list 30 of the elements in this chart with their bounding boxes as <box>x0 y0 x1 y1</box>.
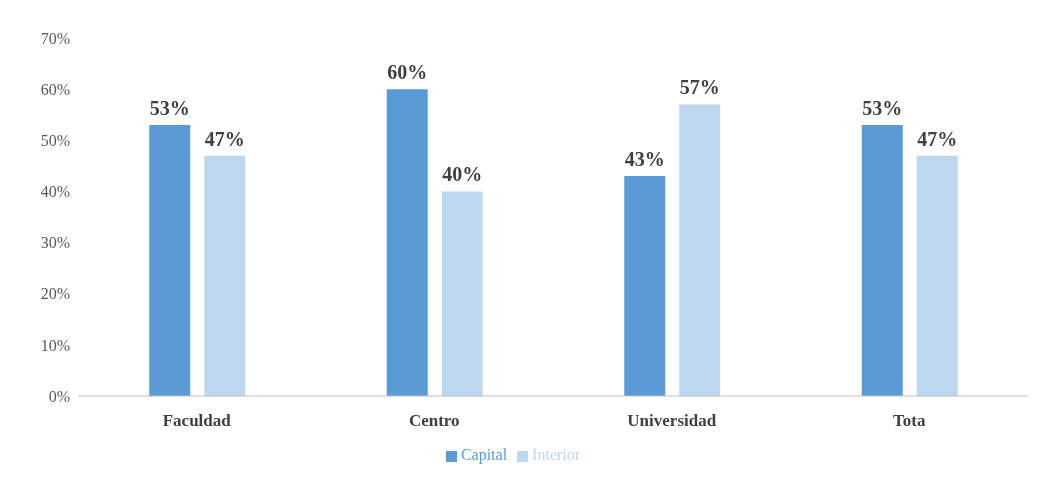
bar <box>441 191 483 396</box>
data-label: 57% <box>679 76 720 99</box>
x-tick-label: Universidad <box>627 411 717 431</box>
data-label: 60% <box>387 61 428 84</box>
y-tick-label: 70% <box>40 29 70 47</box>
bar <box>149 124 191 396</box>
bar <box>624 176 666 396</box>
y-tick-label: 40% <box>40 183 70 201</box>
y-tick-label: 60% <box>40 80 70 98</box>
bar <box>386 89 428 396</box>
y-tick-label: 50% <box>40 131 70 149</box>
data-label: 47% <box>917 127 958 150</box>
data-label: 53% <box>149 96 190 119</box>
x-tick-label: Faculdad <box>162 411 232 431</box>
bar <box>679 104 721 396</box>
y-tick-label: 0% <box>48 387 70 405</box>
x-tick-label: Tota <box>893 411 926 431</box>
data-label: 40% <box>442 163 483 186</box>
data-label: 47% <box>204 127 245 150</box>
data-label: 53% <box>862 96 903 119</box>
y-tick-label: 10% <box>40 336 70 354</box>
bar <box>861 124 903 396</box>
y-tick-label: 20% <box>40 285 70 303</box>
x-tick-label: Centro <box>408 411 460 431</box>
bar <box>204 155 246 396</box>
legend-label: Interior <box>532 446 581 463</box>
legend-label: Capital <box>460 446 508 463</box>
data-label: 43% <box>624 148 665 171</box>
y-tick-label: 30% <box>40 234 70 252</box>
bar <box>916 155 958 396</box>
